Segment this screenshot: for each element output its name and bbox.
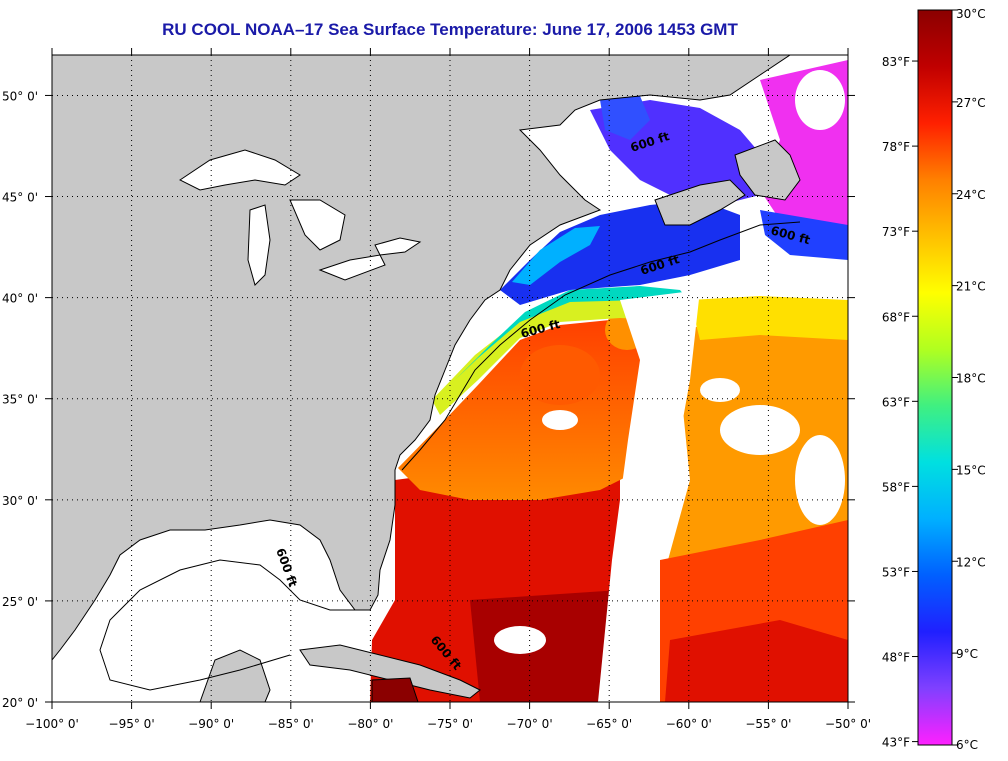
map-title: RU COOL NOAA–17 Sea Surface Temperature:… — [162, 20, 738, 39]
colorbar-c-label: 9°C — [956, 647, 978, 661]
sst-data-layer — [370, 60, 848, 702]
lake-michigan — [247, 204, 271, 286]
land-layer — [52, 55, 801, 702]
depth-contour-line — [401, 221, 801, 471]
colorbar-c-label: 21°C — [956, 280, 986, 294]
y-tick-label: 25° 0' — [2, 595, 38, 609]
lake-superior — [179, 149, 301, 191]
cloud-gap — [598, 290, 700, 702]
x-tick-label: −95° 0' — [109, 717, 155, 731]
colorbar-f-label: 53°F — [882, 565, 910, 579]
colorbar-c-label: 27°C — [956, 96, 986, 110]
colorbar-f-label: 58°F — [882, 480, 910, 494]
colorbar-c-label: 18°C — [956, 372, 986, 386]
y-tick-label: 45° 0' — [2, 191, 38, 205]
colorbar-c-label: 12°C — [956, 555, 986, 569]
cloud-patch — [795, 70, 845, 130]
y-tick-label: 50° 0' — [2, 89, 38, 103]
colorbar-f-label: 43°F — [882, 736, 910, 750]
sst-coastal-cyan — [512, 226, 600, 285]
sst-gulf-of-maine — [500, 200, 740, 305]
newfoundland-land — [734, 139, 801, 201]
colorbar-f-label: 78°F — [882, 140, 910, 154]
yucatan-land — [199, 649, 271, 702]
colorbar-c-label: 6°C — [956, 738, 978, 752]
great-lakes — [179, 149, 422, 286]
colorbar-f-label: 48°F — [882, 651, 910, 665]
cloud-patch — [494, 626, 546, 654]
lake-ontario — [374, 237, 422, 256]
north-america-land — [52, 55, 791, 661]
y-tick-label: 20° 0' — [2, 696, 38, 710]
y-axis: 50° 0' 45° 0' 40° 0' 35° 0' 30° 0' 25° 0' 20° … — [2, 89, 855, 710]
x-tick-label: −75° 0' — [427, 717, 473, 731]
colorbar-c-label: 15°C — [956, 463, 986, 477]
colorbar-labels: 30°C 27°C 24°C 21°C 18°C 15°C 12°C 9°C 6°C 83°F 78… — [882, 7, 986, 752]
sst-newfoundland-blue — [760, 210, 848, 260]
x-tick-label: −85° 0' — [268, 717, 314, 731]
x-tick-label: −60° 0' — [666, 717, 712, 731]
sst-caribbean — [470, 590, 620, 702]
x-tick-label: −50° 0' — [825, 717, 871, 731]
depth-contour-line — [99, 559, 370, 691]
x-tick-label: −55° 0' — [745, 717, 791, 731]
cloud-patch — [542, 410, 578, 430]
sst-east-yellow — [690, 296, 848, 340]
colorbar-f-label: 63°F — [882, 395, 910, 409]
lake-huron — [289, 199, 346, 251]
y-tick-label: 35° 0' — [2, 393, 38, 407]
y-tick-label: 40° 0' — [2, 292, 38, 306]
colorbar-f-label: 83°F — [882, 55, 910, 69]
colorbar-f-label: 68°F — [882, 310, 910, 324]
x-tick-label: −90° 0' — [188, 717, 234, 731]
lake-erie — [318, 254, 386, 281]
cloud-patch — [700, 378, 740, 402]
colorbar: 30°C 27°C 24°C 21°C 18°C 15°C 12°C 9°C 6°C 83°F 78… — [882, 7, 986, 752]
nova-scotia-land — [654, 179, 746, 226]
warm-ring — [520, 345, 600, 405]
sst-st-lawrence-cold — [600, 96, 650, 140]
sst-east-south-deep — [665, 620, 848, 702]
colorbar-scale — [917, 9, 953, 746]
y-tick-label: 30° 0' — [2, 494, 38, 508]
x-tick-label: −70° 0' — [507, 717, 553, 731]
x-tick-label: −65° 0' — [586, 717, 632, 731]
colorbar-c-label: 30°C — [956, 7, 986, 21]
x-tick-label: −100° 0' — [25, 717, 79, 731]
colorbar-f-label: 73°F — [882, 225, 910, 239]
x-tick-label: −80° 0' — [347, 717, 393, 731]
hispaniola-land — [371, 677, 419, 702]
cuba-land — [299, 644, 481, 699]
x-axis: −100° 0' −95° 0' −90° 0' −85° 0' −80° 0' −75°… — [25, 48, 871, 731]
cloud-patch — [795, 435, 845, 525]
cloud-patch — [720, 405, 800, 455]
colorbar-c-label: 24°C — [956, 188, 986, 202]
depth-contours — [99, 221, 801, 691]
